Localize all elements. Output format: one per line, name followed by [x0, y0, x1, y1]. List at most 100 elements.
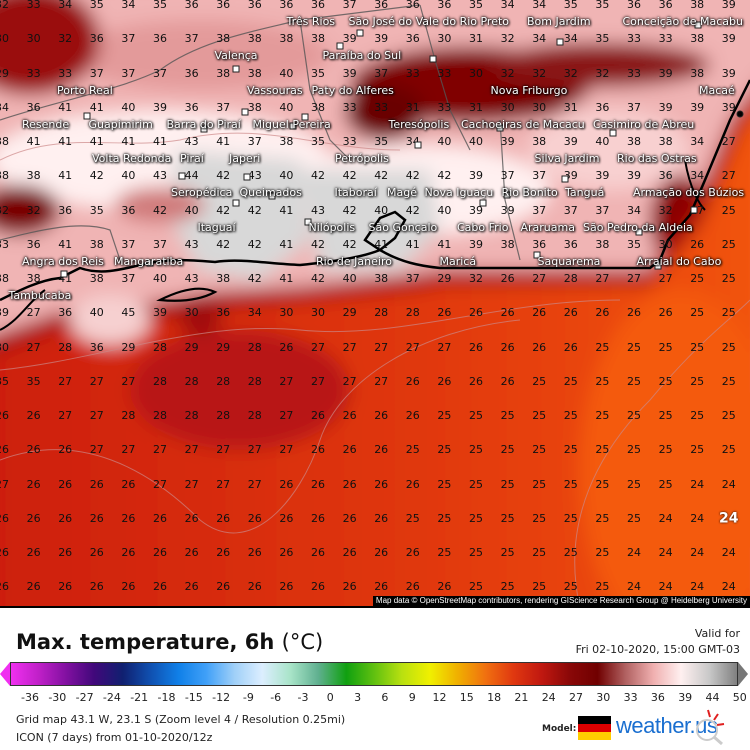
map-attribution[interactable]: Map data © OpenStreetMap contributors, r…: [372, 596, 750, 606]
grid-value: 36: [279, 0, 294, 11]
grid-value: 25: [500, 443, 515, 457]
grid-value: 26: [405, 477, 420, 491]
grid-value: 26: [532, 306, 547, 320]
grid-value: 28: [58, 340, 73, 354]
grid-value: 26: [279, 546, 294, 559]
grid-value: 35: [627, 237, 641, 251]
grid-value: 34: [121, 0, 136, 11]
grid-value: 36: [121, 203, 136, 217]
grid-value: 31: [405, 100, 420, 114]
grid-value: 30: [532, 100, 547, 114]
grid-value: 41: [279, 237, 294, 251]
grid-value: 37: [121, 272, 136, 285]
grid-value: 26: [89, 477, 104, 491]
grid-value: 37: [247, 135, 262, 148]
grid-value: 24: [658, 511, 673, 525]
grid-value: 24: [658, 580, 673, 594]
grid-value: 26: [26, 546, 41, 559]
grid-value: 34: [532, 32, 547, 46]
grid-value: 27: [184, 443, 199, 457]
grid-value: 42: [89, 169, 104, 183]
city-label: Porto Real: [57, 83, 113, 97]
grid-value: 38: [216, 272, 231, 285]
grid-value: 25: [469, 546, 483, 559]
grid-value: 25: [658, 443, 673, 457]
grid-value: 25: [658, 409, 673, 422]
grid-value: 25: [563, 477, 578, 491]
city-marker-icon: [60, 270, 68, 278]
grid-value: 36: [563, 237, 578, 251]
grid-value: 36: [89, 32, 104, 46]
city-label: Cachoeiras de Macacu: [461, 117, 585, 131]
grid-value: 42: [342, 203, 357, 217]
temperature-map[interactable]: 32 33 34 35 34 35 36 36 36 36 36 37 36 36 36 35 34 34 35 35…: [0, 0, 750, 608]
grid-value: 27: [184, 477, 199, 491]
grid-value: 41: [89, 100, 104, 114]
city-marker-icon: [356, 29, 364, 37]
grid-value: 25: [437, 409, 452, 422]
grid-value: 26: [469, 306, 483, 320]
grid-value: 27: [627, 272, 641, 285]
weather-us-logo[interactable]: weather.us: [616, 713, 718, 738]
grid-value: 27: [311, 374, 325, 388]
grid-value: 36: [374, 0, 389, 11]
grid-value: 36: [184, 0, 199, 11]
title-unit: (°C): [281, 630, 324, 654]
grid-value: 25: [532, 374, 547, 388]
grid-value: 26: [58, 443, 73, 457]
grid-value: 30: [0, 340, 9, 354]
grid-value: 29: [121, 340, 136, 354]
grid-value: 26: [658, 306, 673, 320]
grid-value: 28: [216, 409, 231, 422]
grid-value: 34: [690, 135, 705, 148]
grid-value: 35: [0, 374, 9, 388]
grid-value: 38: [690, 66, 705, 80]
grid-value: 26: [153, 546, 167, 559]
grid-value: 26: [121, 580, 136, 594]
grid-value: 34: [500, 0, 515, 11]
city-label: Tanguá: [565, 186, 605, 200]
grid-value: 41: [121, 135, 136, 148]
legend-tick-label: 21: [514, 691, 529, 704]
grid-value: 36: [89, 340, 104, 354]
grid-value: 26: [279, 580, 294, 594]
grid-value: 26: [405, 580, 420, 594]
grid-value: 26: [437, 580, 452, 594]
grid-value: 38: [690, 0, 705, 11]
grid-value: 38: [216, 32, 231, 46]
grid-value: 25: [690, 340, 705, 354]
grid-value: 26: [247, 546, 262, 559]
grid-value: 26: [342, 477, 357, 491]
grid-value: 25: [437, 546, 452, 559]
legend-tick-label: 50: [732, 691, 747, 704]
city-marker-icon: [178, 172, 186, 180]
valid-label: Valid for: [694, 627, 740, 640]
grid-value: 39: [627, 169, 641, 183]
grid-value: 41: [405, 237, 420, 251]
grid-value: 26: [26, 580, 41, 594]
grid-value: 24: [721, 477, 736, 491]
grid-value: 26: [374, 409, 389, 422]
grid-value: 26: [627, 306, 641, 320]
grid-value: 29: [342, 306, 357, 320]
grid-value: 25: [532, 546, 547, 559]
city-label: Três Rios: [286, 15, 336, 29]
city-marker-icon: [635, 228, 643, 236]
grid-value: 42: [405, 203, 420, 217]
grid-value: 34: [58, 0, 73, 11]
city-label: Piraí: [180, 152, 204, 166]
grid-value: 26: [0, 443, 9, 457]
grid-value: 43: [247, 169, 262, 183]
grid-value: 37: [500, 169, 515, 183]
city-label: Volta Redonda: [92, 152, 172, 166]
grid-value: 45: [121, 306, 136, 320]
grid-value: 37: [595, 203, 610, 217]
grid-value: 41: [216, 135, 231, 148]
grid-value: 25: [627, 340, 641, 354]
grid-value: 33: [437, 100, 452, 114]
grid-value: 27: [658, 272, 673, 285]
grid-value: 27: [247, 443, 262, 457]
city-label: Itaguaí: [197, 220, 236, 234]
grid-value: 35: [311, 66, 325, 80]
city-label: Itaboraí: [334, 186, 377, 200]
